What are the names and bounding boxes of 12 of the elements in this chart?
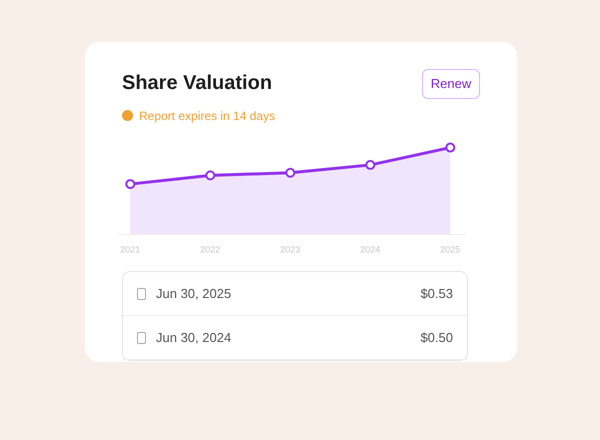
- text: Jun 30, 2024: [155, 328, 232, 347]
- text: Jun 30, 2025: [155, 284, 232, 303]
- point: [285, 167, 296, 178]
- point: [365, 160, 376, 170]
- text: $0.50: [420, 328, 453, 347]
- point: [205, 170, 216, 180]
- text: Renew: [430, 75, 472, 93]
- point: [445, 142, 456, 152]
- chart-title: Share Valuation: [122, 71, 272, 96]
- point: [125, 178, 136, 189]
- chart-subtitle: Report expires in 14 days: [138, 108, 276, 125]
- text: $0.53: [420, 284, 453, 303]
